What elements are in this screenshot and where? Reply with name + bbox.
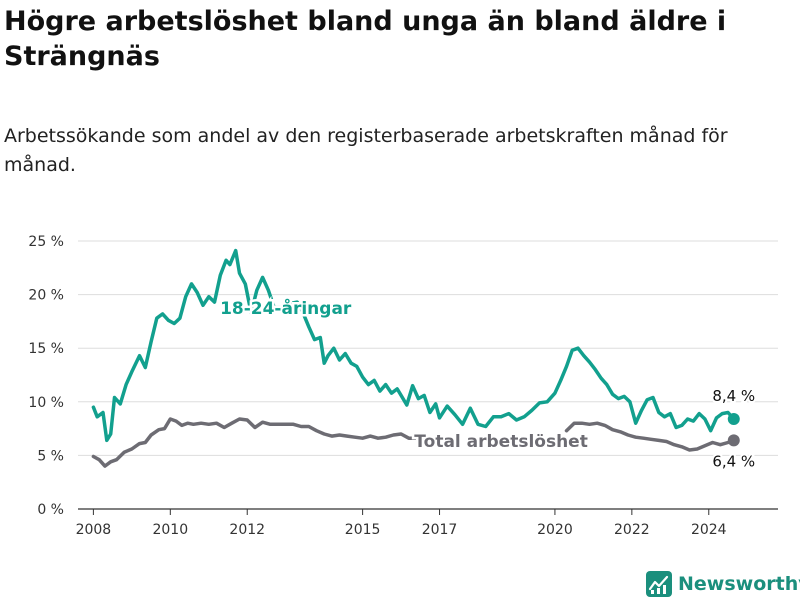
end-value-label: 6,4 % (712, 452, 755, 470)
series-line-0 (91, 248, 736, 443)
x-tick-label: 2022 (614, 522, 650, 538)
series-labels: 18-24-åringar Total arbetslöshet 8,4 % 6,4 … (218, 295, 758, 473)
newsworthy-logo-icon (646, 571, 672, 597)
x-tick-label: 2010 (152, 522, 188, 538)
brand-name: Newsworthy (678, 573, 800, 595)
series-name-label: Total arbetslöshet (414, 432, 588, 452)
brand-logo: Newsworthy (646, 570, 800, 598)
series-end-marker-1 (727, 434, 740, 447)
y-tick-label: 0 % (37, 502, 64, 518)
x-tick-label: 2012 (229, 522, 265, 538)
grid-lines (78, 240, 778, 510)
x-tick-label: 2008 (76, 522, 112, 538)
x-tick-label: 2024 (691, 522, 727, 538)
page-subtitle: Arbetssökande som andel av den registerb… (4, 125, 728, 176)
y-tick-label: 10 % (28, 395, 64, 411)
y-tick-label: 15 % (28, 341, 64, 357)
page-title: Högre arbetslöshet bland unga än bland ä… (4, 6, 727, 72)
y-tick-label: 5 % (37, 448, 64, 464)
x-tick-label: 2017 (422, 522, 458, 538)
y-tick-label: 20 % (28, 288, 64, 304)
y-tick-label: 25 % (28, 234, 64, 250)
series-line-1 (91, 417, 736, 468)
series-end-marker-0 (727, 412, 740, 425)
axes: 0 % 5 % 10 % 15 % 20 % 25 % 2008 2010 2012 2015 20… (28, 234, 726, 538)
series-name-label: 18-24-åringar (220, 297, 352, 319)
x-tick-label: 2015 (345, 522, 381, 538)
x-tick-label: 2020 (537, 522, 573, 538)
end-value-label: 8,4 % (712, 387, 755, 405)
series-lines (91, 248, 740, 468)
